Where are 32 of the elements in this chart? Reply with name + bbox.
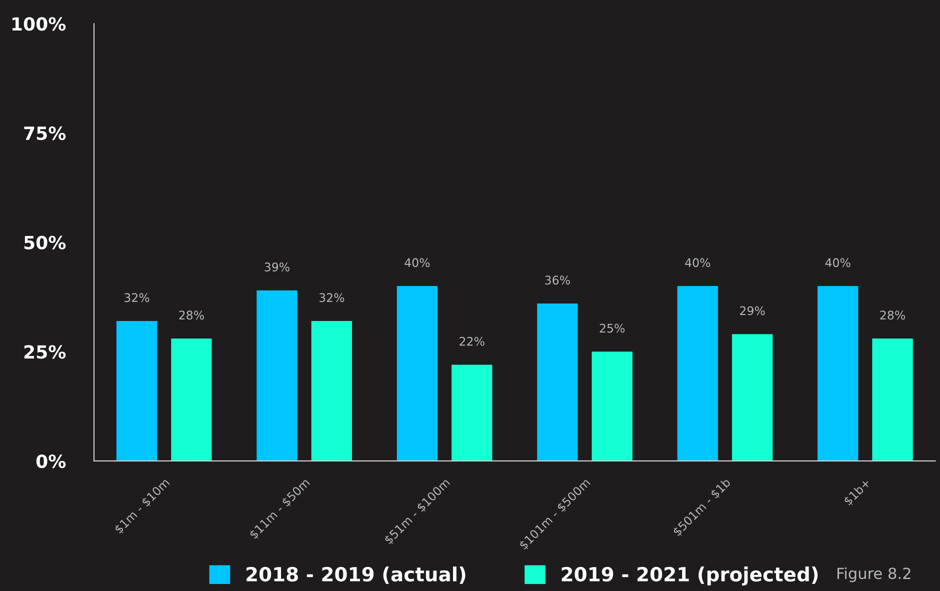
bar [592, 352, 632, 461]
data-label: 40% [404, 258, 430, 268]
data-label: 40% [685, 258, 710, 268]
caption: Figure 8.2 [838, 567, 910, 582]
data-label: 32% [124, 293, 150, 302]
data-label: 29% [740, 306, 765, 316]
bar [452, 364, 492, 461]
bar [396, 286, 438, 461]
data-label: 39% [264, 262, 290, 272]
bar [677, 286, 718, 461]
data-label: 40% [825, 258, 850, 268]
y-tick-label: 0% [36, 454, 66, 468]
y-tick-label: 100% [12, 17, 66, 31]
y-tick-label: 50% [24, 236, 66, 250]
legend-label: 2018 - 2019 (actual) [246, 566, 466, 584]
data-label: 28% [880, 310, 905, 320]
bar [872, 338, 913, 461]
data-label: 28% [179, 310, 204, 320]
bar [732, 334, 773, 461]
data-label: 32% [319, 293, 344, 302]
bar [256, 290, 298, 461]
y-tick-label: 75% [24, 126, 66, 140]
legend-label: 2019 - 2021 (projected) [562, 566, 818, 586]
bar [171, 338, 212, 461]
data-label: 25% [600, 324, 625, 333]
bar [818, 286, 858, 461]
data-label: 36% [545, 276, 570, 285]
bar [116, 321, 158, 461]
bar [311, 321, 352, 461]
bar [537, 304, 578, 461]
data-label: 22% [460, 336, 484, 346]
y-tick-label: 25% [24, 345, 66, 359]
